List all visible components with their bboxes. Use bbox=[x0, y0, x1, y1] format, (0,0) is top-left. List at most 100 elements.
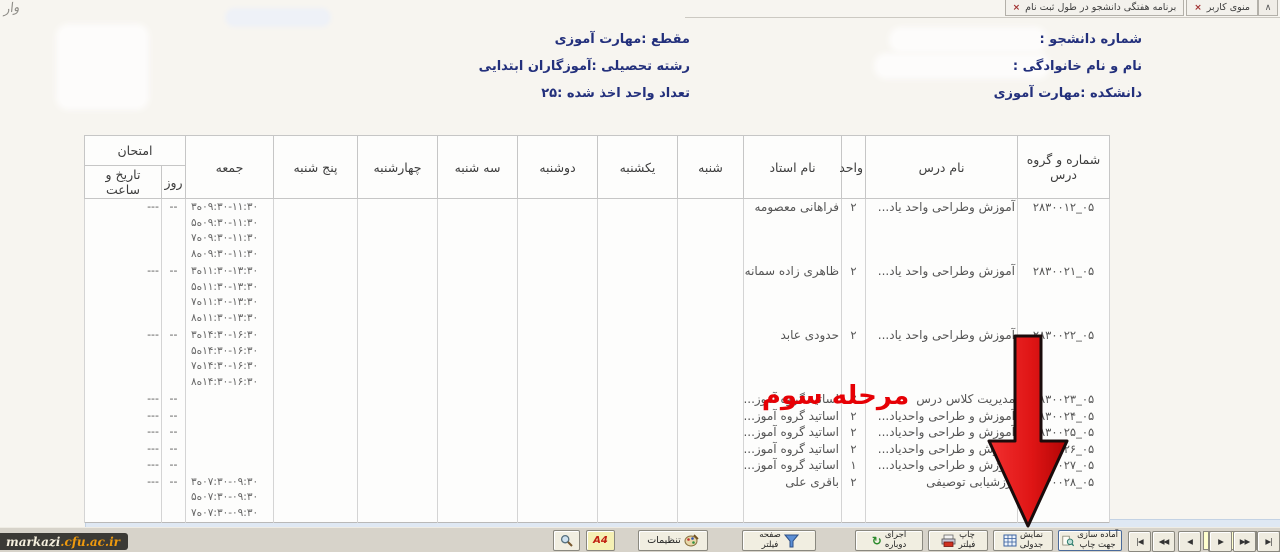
prepare-print-button[interactable]: آماده سازی جهت چاپ bbox=[1058, 530, 1122, 551]
class-time: ۸ه۱۴:۳۰-۱۶:۳۰ bbox=[191, 375, 259, 388]
friday-cell bbox=[185, 391, 274, 408]
day-cell bbox=[437, 327, 518, 391]
day-cell bbox=[273, 391, 358, 408]
exam-datetime-cell: --- bbox=[84, 198, 162, 263]
class-time: ۷ه۰۷:۳۰-۰۹:۳۰ bbox=[191, 506, 259, 519]
day-cell bbox=[273, 457, 358, 474]
tab-weekly-schedule[interactable]: × برنامه هفتگی دانشجو در طول ثبت نام bbox=[1004, 0, 1185, 16]
friday-cell bbox=[185, 440, 274, 458]
bottom-toolbar: A4 تنظیمات صفحه فیلتر ↻ اجرای دوباره bbox=[0, 527, 1280, 552]
page-fast-next-button[interactable]: ▶▶ bbox=[1233, 531, 1256, 552]
day-cell bbox=[357, 457, 438, 474]
exam-datetime-cell: --- bbox=[84, 457, 162, 474]
day-cell bbox=[437, 198, 518, 263]
exam-datetime-cell: --- bbox=[84, 424, 162, 441]
day-cell bbox=[357, 440, 438, 458]
close-icon[interactable]: × bbox=[1012, 2, 1021, 13]
exam-day-cell: -- bbox=[161, 263, 186, 327]
course-name-cell: آموزش و طراحی واحدیاد... bbox=[865, 424, 1018, 441]
header-exam-group: امتحان bbox=[84, 135, 186, 166]
header-day-sun: یکشنبه bbox=[597, 135, 678, 199]
header-exam-day: روز bbox=[161, 165, 186, 199]
redaction-blob-student-name bbox=[878, 57, 1046, 75]
tab-label: برنامه هفتگی دانشجو در طول ثبت نام bbox=[1025, 2, 1177, 13]
course-units-cell: ۲ bbox=[841, 424, 866, 441]
course-name-cell: آموزش وطراحی واحد یاد... bbox=[865, 327, 1018, 391]
day-cell bbox=[273, 407, 358, 425]
units-taken-field: تعداد واحد اخذ شده :۲۵ bbox=[541, 86, 690, 101]
class-time: ۷ه۰۹:۳۰-۱۱:۳۰ bbox=[191, 232, 259, 244]
class-time: ۳ه۱۴:۳۰-۱۶:۳۰ bbox=[191, 329, 259, 341]
course-units-cell: ۲ bbox=[841, 327, 866, 391]
day-cell bbox=[437, 263, 518, 327]
exam-day-cell: -- bbox=[161, 473, 186, 523]
course-name-cell: آموزش وطراحی واحد یاد... bbox=[865, 263, 1018, 327]
close-icon[interactable]: × bbox=[1194, 2, 1202, 13]
friday-cell bbox=[185, 424, 274, 441]
schedule-table: شماره و گروه درس نام درس واحد نام استاد … bbox=[84, 135, 1110, 524]
class-time: ۳ه۰۹:۳۰-۱۱:۳۰ bbox=[191, 201, 259, 213]
table-row: ۲۸۳۰۰۲۲_۰۵ آموزش وطراحی واحد یاد... ۲ حدودی… bbox=[84, 327, 1110, 391]
day-cell bbox=[517, 263, 598, 327]
day-cell bbox=[517, 327, 598, 391]
redaction-blob-logo bbox=[60, 28, 145, 106]
print-filter-button[interactable]: چاپ فیلتر bbox=[928, 530, 988, 551]
day-cell bbox=[357, 424, 438, 441]
rerun-button[interactable]: ↻ اجرای دوباره bbox=[855, 530, 923, 551]
site-logo-main: markazi bbox=[6, 534, 61, 549]
day-cell bbox=[677, 198, 744, 263]
class-time: ۵ه۰۹:۳۰-۱۱:۳۰ bbox=[191, 216, 259, 229]
day-cell bbox=[677, 327, 744, 391]
teacher-cell: ظاهری زاده سمانه bbox=[743, 263, 842, 327]
schedule-table-wrap: شماره و گروه درس نام درس واحد نام استاد … bbox=[84, 135, 1110, 524]
day-cell bbox=[677, 440, 744, 458]
teacher-cell: فراهانی معصومه bbox=[743, 198, 842, 263]
day-cell bbox=[273, 440, 358, 458]
table-row: ۲۸۳۰۰۲۵_۰۵ آموزش و طراحی واحدیاد... ۲ اساتی… bbox=[84, 424, 1110, 441]
filter-page-button[interactable]: صفحه فیلتر bbox=[742, 530, 816, 551]
settings-button[interactable]: تنظیمات bbox=[638, 530, 708, 551]
funnel-icon bbox=[783, 534, 799, 547]
redaction-blob bbox=[228, 11, 328, 24]
printer-icon bbox=[941, 534, 956, 547]
friday-cell: ۳ه۱۴:۳۰-۱۶:۳۰ ۵ه۱۴:۳۰-۱۶:۳۰ ۷ه۱۴:۳۰-۱۶:۳۰ ۸… bbox=[185, 327, 274, 391]
day-cell bbox=[437, 457, 518, 474]
a4-label: A4 bbox=[593, 535, 608, 546]
tab-user-menu[interactable]: × منوی کاربر bbox=[1186, 0, 1258, 16]
day-cell bbox=[437, 407, 518, 425]
day-cell bbox=[357, 327, 438, 391]
table-row: ۲۸۳۰۰۱۲_۰۵ آموزش وطراحی واحد یاد... ۲ فراها… bbox=[84, 198, 1110, 263]
page-prev-button[interactable]: ◀ bbox=[1178, 531, 1201, 552]
header-day-fri: جمعه bbox=[185, 135, 274, 199]
page-first-button[interactable]: |◀ bbox=[1128, 531, 1151, 552]
student-name-label: نام و نام خانوادگی : bbox=[1012, 59, 1142, 74]
day-cell bbox=[517, 407, 598, 425]
day-cell bbox=[517, 473, 598, 523]
day-cell bbox=[677, 407, 744, 425]
page-next-button[interactable]: ▶ bbox=[1209, 531, 1232, 552]
day-cell bbox=[273, 198, 358, 263]
class-time: ۵ه۱۴:۳۰-۱۶:۳۰ bbox=[191, 344, 259, 357]
page-last-button[interactable]: ▶| bbox=[1257, 531, 1280, 552]
course-number-cell: ۲۸۳۰۰۱۲_۰۵ bbox=[1017, 198, 1110, 263]
header-day-sat: شنبه bbox=[677, 135, 744, 199]
exam-day-cell: -- bbox=[161, 424, 186, 441]
level-field: مقطع :مهارت آموزی bbox=[554, 32, 690, 47]
schedule-header: شماره و گروه درس نام درس واحد نام استاد … bbox=[84, 135, 1110, 199]
course-name-cell: آموزش و طراحی واحدیاد... bbox=[865, 407, 1018, 425]
friday-cell: ۳ه۱۱:۳۰-۱۳:۳۰ ۵ه۱۱:۳۰-۱۳:۳۰ ۷ه۱۱:۳۰-۱۳:۳۰ ۸… bbox=[185, 263, 274, 327]
day-cell bbox=[357, 263, 438, 327]
exam-day-cell: -- bbox=[161, 407, 186, 425]
teacher-cell: اساتید گروه آموز... bbox=[743, 440, 842, 458]
page-fast-prev-button[interactable]: ◀◀ bbox=[1152, 531, 1175, 552]
day-cell bbox=[517, 391, 598, 408]
day-cell bbox=[597, 198, 678, 263]
zoom-button[interactable] bbox=[553, 530, 580, 551]
a4-paper-button[interactable]: A4 bbox=[586, 530, 615, 551]
collapse-tabs-icon[interactable]: ∧ bbox=[1258, 0, 1278, 16]
exam-day-cell: -- bbox=[161, 457, 186, 474]
table-view-button[interactable]: نمایش جدولی bbox=[993, 530, 1053, 551]
day-cell bbox=[437, 440, 518, 458]
site-logo-domain: .cfu.ac.ir bbox=[60, 534, 120, 549]
